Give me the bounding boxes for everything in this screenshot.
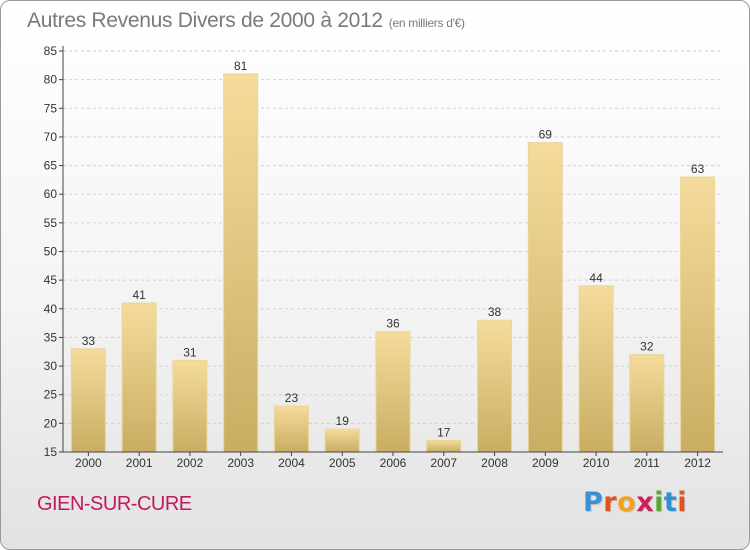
data-label: 32 [640, 340, 654, 354]
data-label: 19 [336, 414, 350, 428]
x-tick-label: 2004 [278, 456, 305, 470]
x-tick-label: 2002 [177, 456, 204, 470]
commune-name: GIEN-SUR-CURE [37, 493, 192, 515]
y-tick-label: 75 [44, 101, 58, 115]
bar [70, 348, 106, 453]
y-tick-label: 80 [44, 73, 58, 87]
bar [223, 73, 259, 453]
x-tick-label: 2001 [126, 456, 153, 470]
title-text: Autres Revenus Divers de 2000 à 2012 [27, 9, 383, 32]
bar [121, 302, 157, 453]
data-label: 44 [589, 271, 603, 285]
x-tick-label: 2005 [329, 456, 356, 470]
y-tick-label: 60 [44, 187, 58, 201]
logo-letter: t [663, 487, 678, 518]
logo-letter: P [583, 487, 604, 518]
logo-letter: r [603, 487, 618, 518]
data-label: 81 [234, 59, 248, 73]
bar [426, 440, 462, 453]
y-tick-label: 15 [44, 445, 58, 459]
y-tick-label: 65 [44, 159, 58, 173]
y-tick-label: 25 [44, 388, 58, 402]
data-label: 23 [285, 391, 299, 405]
x-tick-label: 2008 [481, 456, 508, 470]
y-tick-label: 45 [44, 273, 58, 287]
title-unit: (en milliers d'€) [388, 16, 465, 30]
data-label: 31 [183, 345, 197, 359]
data-label: 38 [488, 305, 502, 319]
x-tick-label: 2003 [227, 456, 254, 470]
x-tick-label: 2000 [75, 456, 102, 470]
x-tick-label: 2009 [532, 456, 559, 470]
bar [273, 405, 309, 453]
bar [477, 319, 513, 453]
y-tick-label: 35 [44, 330, 58, 344]
bar [375, 331, 411, 453]
bar [680, 176, 716, 453]
x-tick-label: 2011 [634, 456, 660, 470]
logo-letter: o [617, 487, 637, 518]
logo-letter: i [677, 487, 688, 518]
y-tick-label: 70 [44, 130, 58, 144]
y-tick-label: 20 [44, 416, 58, 430]
bar [578, 285, 614, 453]
logo-letter: i [654, 487, 664, 518]
x-tick-label: 2012 [684, 456, 711, 470]
logo-letter: x [636, 487, 655, 518]
x-tick-label: 2006 [380, 456, 407, 470]
data-label: 69 [539, 128, 553, 142]
y-tick-label: 85 [44, 44, 58, 58]
bar [527, 142, 563, 453]
y-tick-label: 30 [44, 359, 58, 373]
y-tick-label: 55 [44, 216, 58, 230]
x-tick-label: 2007 [430, 456, 457, 470]
data-label: 41 [132, 288, 146, 302]
y-tick-label: 40 [44, 302, 58, 316]
chart-title: Autres Revenus Divers de 2000 à 2012 (en … [27, 9, 465, 33]
bar [324, 428, 360, 453]
bar [172, 359, 208, 453]
data-label: 33 [82, 334, 96, 348]
proxiti-logo: Proxiti [583, 487, 687, 518]
y-tick-label: 50 [44, 245, 58, 259]
data-label: 36 [386, 317, 400, 331]
data-label: 63 [691, 162, 705, 176]
x-tick-label: 2010 [583, 456, 610, 470]
data-label: 17 [437, 426, 451, 440]
bar [629, 354, 665, 453]
